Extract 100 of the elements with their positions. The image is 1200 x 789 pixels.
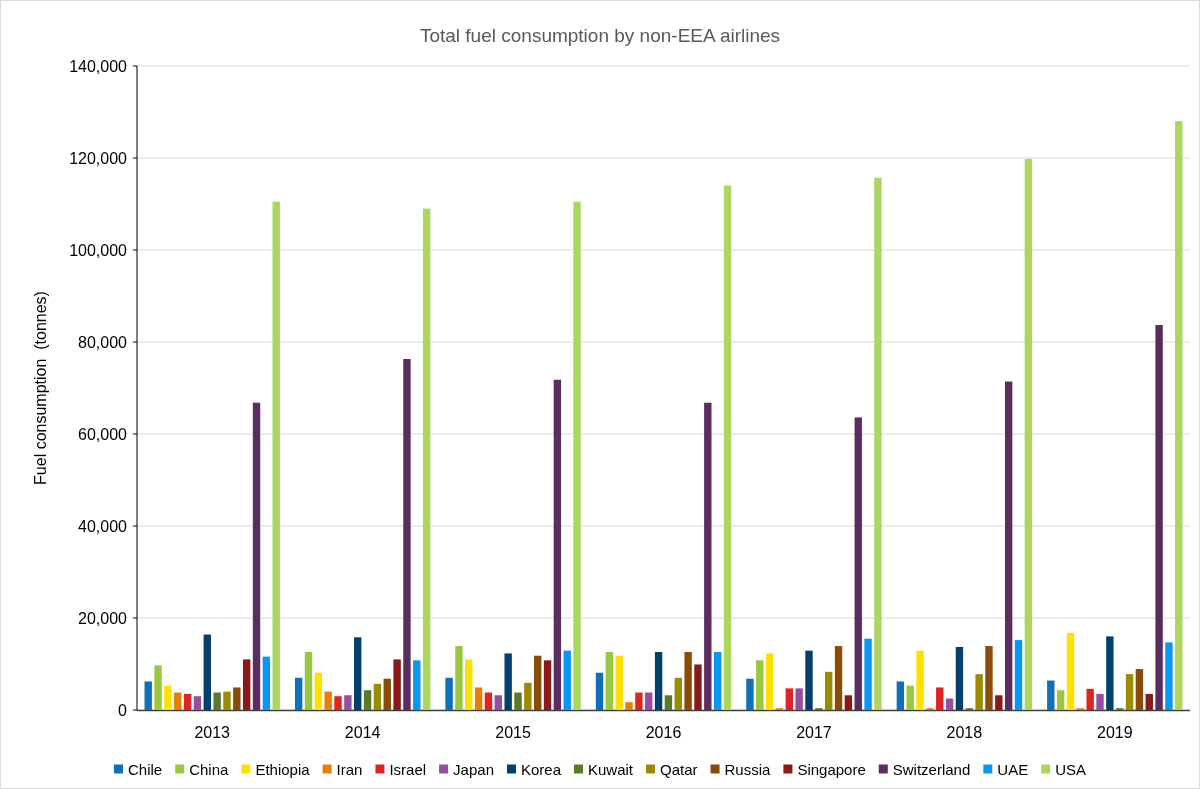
bar — [936, 687, 944, 710]
bar — [334, 696, 342, 710]
y-axis-title: Fuel consumption (tonnes) — [32, 291, 49, 485]
y-tick-label: 100,000 — [69, 241, 128, 259]
x-tick-label: 2014 — [344, 724, 381, 741]
x-tick-label: 2017 — [796, 724, 832, 741]
bar — [854, 417, 862, 710]
y-tick-label: 0 — [118, 701, 128, 719]
legend-label: UAE — [997, 761, 1029, 779]
bar — [795, 688, 803, 710]
legend-label: Russia — [724, 761, 772, 779]
bar — [164, 685, 172, 710]
y-tick-label: 60,000 — [78, 425, 128, 443]
bar — [373, 683, 382, 710]
bar — [1106, 636, 1114, 710]
bar — [553, 379, 562, 710]
bar — [1066, 632, 1075, 710]
bar — [314, 672, 323, 710]
bar — [645, 692, 653, 710]
bar — [1014, 640, 1023, 710]
bar — [834, 646, 843, 710]
bar — [1086, 688, 1094, 710]
legend-label: Qatar — [660, 761, 698, 779]
bar — [272, 201, 280, 710]
bar — [324, 691, 332, 710]
legend-label: Iran — [336, 761, 363, 779]
bar — [605, 652, 614, 710]
bar — [383, 678, 391, 710]
bar — [573, 201, 581, 710]
bar — [223, 691, 231, 710]
bar — [805, 650, 813, 710]
bar — [1096, 693, 1104, 710]
y-tick-label: 120,000 — [69, 149, 128, 167]
bar — [543, 660, 552, 710]
y-tick-label: 20,000 — [78, 609, 128, 627]
bar — [344, 695, 352, 710]
bar — [864, 638, 872, 710]
bar — [474, 687, 483, 710]
bar — [975, 674, 983, 710]
bar — [144, 681, 152, 710]
legend-label: Japan — [453, 761, 494, 779]
bar — [985, 646, 993, 710]
y-tick-label: 80,000 — [78, 333, 128, 351]
legend-label: USA — [1055, 761, 1086, 779]
bar — [1047, 680, 1055, 710]
bar — [825, 671, 833, 710]
bar — [304, 652, 313, 710]
bar — [363, 690, 372, 710]
legend-label: China — [189, 761, 230, 779]
bar — [595, 672, 604, 710]
bar — [654, 652, 663, 710]
bar — [465, 659, 473, 710]
x-tick-label: 2018 — [946, 724, 983, 741]
bar — [945, 698, 954, 710]
bar — [1175, 121, 1183, 710]
bar — [193, 696, 202, 710]
bar — [445, 677, 453, 710]
bar — [704, 402, 712, 710]
bar — [504, 653, 512, 710]
legend-label: Singapore — [797, 761, 866, 779]
bar — [494, 695, 502, 710]
legend-label: Israel — [389, 761, 427, 779]
bar — [785, 688, 794, 710]
bar — [723, 185, 732, 710]
bar — [1135, 669, 1144, 710]
bar — [995, 695, 1003, 710]
legend-label: Chile — [128, 761, 163, 779]
bar — [674, 677, 682, 710]
x-tick-label: 2016 — [645, 724, 682, 741]
bar — [906, 685, 914, 710]
bar — [874, 177, 882, 710]
bar — [154, 665, 162, 710]
legend-label: Korea — [520, 761, 562, 779]
bar — [844, 695, 853, 710]
x-tick-label: 2013 — [194, 724, 231, 741]
bar — [1145, 693, 1153, 710]
legend-label: Ethiopia — [255, 761, 311, 779]
legend-label: Switzerland — [892, 761, 971, 779]
chart-title: Total fuel consumption by non-EEA airlines — [419, 25, 781, 46]
bar — [393, 659, 401, 710]
bar — [664, 695, 673, 710]
bar — [242, 659, 251, 710]
bar — [455, 646, 463, 710]
bar — [524, 682, 532, 710]
bar — [1155, 324, 1163, 710]
bar — [1024, 158, 1033, 710]
bar — [174, 692, 182, 710]
bar — [1056, 690, 1065, 710]
bar — [534, 655, 542, 710]
bar — [756, 660, 764, 710]
bar — [514, 692, 522, 710]
bar — [354, 637, 362, 710]
bar — [563, 650, 571, 710]
bar — [252, 402, 261, 710]
x-tick-label: 2015 — [495, 724, 531, 741]
legend-label: Kuwait — [588, 761, 634, 779]
x-tick-label: 2019 — [1096, 724, 1133, 741]
bar — [422, 208, 431, 710]
bar — [746, 678, 754, 710]
bar — [896, 681, 905, 710]
